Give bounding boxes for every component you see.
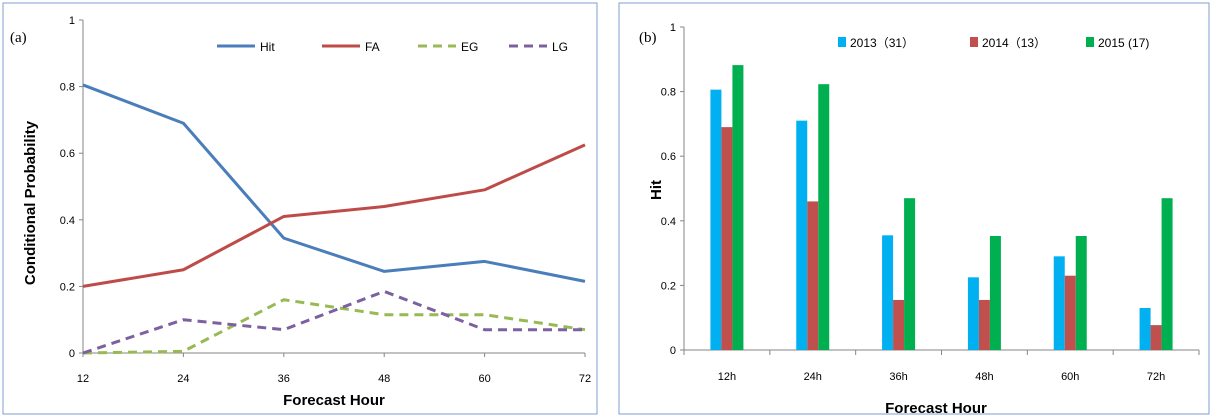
- series-line-eg: [82, 298, 586, 355]
- y-axis-title: Conditional Probability: [22, 120, 39, 285]
- y-tick-label: 1: [69, 15, 75, 27]
- legend-swatch: [970, 37, 978, 47]
- x-tick-label: 24: [177, 373, 189, 385]
- bar: [721, 127, 733, 350]
- x-tick-label: 72: [579, 373, 591, 385]
- y-tick-label: 1: [670, 22, 676, 34]
- y-tick-label: 0.8: [60, 82, 75, 94]
- bar: [1139, 308, 1151, 350]
- bar: [1150, 325, 1162, 350]
- bar: [807, 201, 819, 350]
- bar: [732, 65, 744, 350]
- series-line-fa: [82, 143, 586, 288]
- legend-label: FA: [365, 40, 380, 54]
- x-axis-title: Forecast Hour: [283, 392, 385, 409]
- bar: [967, 277, 979, 350]
- bar: [710, 89, 722, 351]
- legend-label: LG: [552, 40, 568, 54]
- series-line-lg: [82, 289, 585, 355]
- x-tick-label: 48: [378, 373, 390, 385]
- y-tick-label: 0.6: [661, 151, 676, 163]
- x-tick-label: 36: [278, 373, 290, 385]
- y-tick-label: 0.4: [661, 216, 676, 228]
- bar: [904, 198, 916, 350]
- legend-label: 2015 (17): [1098, 36, 1149, 50]
- category-label: 60h: [1061, 371, 1079, 383]
- bar: [796, 120, 808, 350]
- bar: [882, 235, 894, 350]
- legend-label: 2013（31）: [850, 36, 914, 50]
- y-tick-label: 0: [69, 348, 75, 360]
- category-label: 36h: [889, 371, 907, 383]
- bar: [818, 84, 830, 351]
- x-axis-title: Forecast Hour: [885, 400, 987, 417]
- category-label: 24h: [804, 371, 822, 383]
- y-tick-label: 0.6: [60, 148, 75, 160]
- legend-label: EG: [461, 40, 478, 54]
- line-chart: 0 0.2 0.4 0.6 0.8 1 12 24 36 48 60 72 Forecast Hour C…: [2, 2, 598, 415]
- legend-swatch: [838, 37, 846, 47]
- legend-label: 2014（13）: [982, 36, 1046, 50]
- y-axis-title: Hit: [648, 180, 665, 200]
- y-tick-label: 0.2: [60, 281, 75, 293]
- bar: [989, 235, 1001, 350]
- y-tick-label: 0: [670, 345, 676, 357]
- y-tick-label: 0.2: [661, 280, 676, 292]
- x-tick-label: 60: [478, 373, 490, 385]
- y-tick-label: 0.8: [661, 87, 676, 99]
- panel-label-a: (a): [10, 30, 27, 46]
- legend-label: Hit: [260, 40, 275, 54]
- bar: [893, 299, 905, 350]
- y-tick-label: 0.4: [60, 215, 75, 227]
- category-label: 48h: [975, 371, 993, 383]
- bar: [1075, 235, 1087, 350]
- bar-chart: 0 0.2 0.4 0.6 0.8 1 12h 24h 36h 48h 60h 72h Forecast…: [618, 2, 1210, 417]
- series-line-hit: [82, 83, 586, 283]
- category-label: 12h: [718, 371, 736, 383]
- chart-panel-a: 0 0.2 0.4 0.6 0.8 1 12 24 36 48 60 72 Forecast Hour C…: [0, 0, 600, 417]
- bar: [978, 299, 990, 350]
- chart-frame: [2, 2, 598, 415]
- x-tick-label: 12: [77, 373, 89, 385]
- legend-swatch: [1086, 37, 1094, 47]
- bar: [1161, 198, 1173, 350]
- category-label: 72h: [1147, 371, 1165, 383]
- bar: [1064, 275, 1076, 350]
- chart-panel-b: 0 0.2 0.4 0.6 0.8 1 12h 24h 36h 48h 60h 72h Forecast…: [616, 0, 1212, 417]
- bar: [1053, 256, 1065, 350]
- panel-label-b: (b): [639, 30, 657, 46]
